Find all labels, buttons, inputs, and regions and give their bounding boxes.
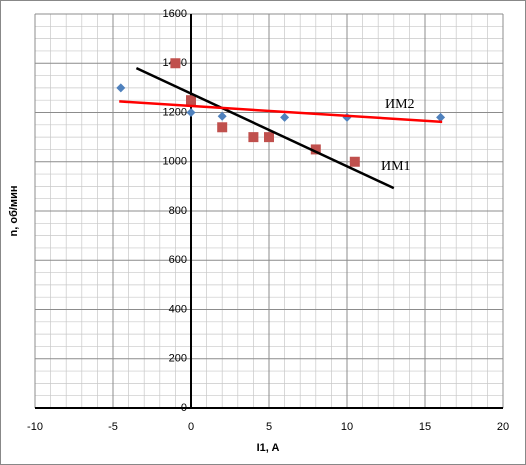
x-axis-label: I1, A bbox=[257, 442, 280, 454]
point bbox=[186, 95, 196, 106]
point bbox=[186, 108, 196, 117]
y-tick-label: 400 bbox=[169, 303, 187, 315]
y-tick-label: 1600 bbox=[163, 8, 187, 20]
x-tick-label: 15 bbox=[419, 421, 431, 433]
x-tick-label: 20 bbox=[497, 421, 509, 433]
point bbox=[310, 144, 321, 155]
point bbox=[349, 156, 360, 167]
point bbox=[248, 132, 259, 143]
annotation: ИМ1 bbox=[381, 159, 411, 174]
x-tick-label: -5 bbox=[108, 421, 118, 433]
x-tick-label: 5 bbox=[266, 421, 272, 433]
y-tick-label: 800 bbox=[169, 205, 187, 217]
annotation: ИМ2 bbox=[385, 97, 415, 112]
point bbox=[264, 132, 274, 143]
x-tick-label: 10 bbox=[341, 421, 353, 433]
y-tick-label: 1000 bbox=[163, 156, 187, 168]
point bbox=[217, 122, 228, 133]
point bbox=[217, 111, 227, 121]
point bbox=[280, 112, 290, 122]
x-tick-label: -10 bbox=[27, 421, 43, 433]
point bbox=[436, 112, 446, 122]
point bbox=[116, 83, 126, 93]
y-axis-label: n, об/мин bbox=[8, 186, 20, 237]
y-tick-label: 600 bbox=[169, 254, 187, 266]
y-tick-label: 1200 bbox=[163, 106, 187, 118]
x-tick-label: 0 bbox=[188, 421, 194, 433]
trend-line bbox=[135, 67, 395, 190]
trend-line bbox=[119, 100, 443, 124]
y-tick-label: 200 bbox=[169, 353, 187, 365]
point bbox=[170, 58, 181, 69]
